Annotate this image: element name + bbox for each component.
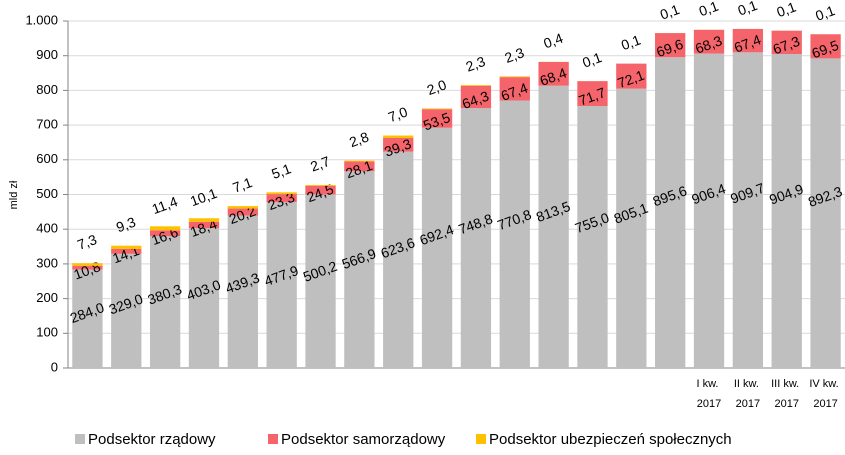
bar-segment	[421, 127, 453, 368]
value-label: 0,1	[658, 1, 682, 23]
bar-segment	[266, 194, 297, 203]
y-tick-label: 600	[36, 151, 58, 166]
bar-segment	[111, 253, 142, 368]
value-label: 2,3	[464, 53, 488, 75]
bar-segment	[732, 52, 764, 368]
value-label: 2,7	[308, 153, 332, 175]
legend-swatch	[476, 434, 486, 444]
bar-segment	[655, 57, 686, 368]
value-label: 7,1	[230, 174, 254, 196]
bar-segment	[732, 28, 764, 53]
bar-segment	[344, 160, 375, 162]
legend-swatch	[75, 434, 85, 444]
bar-segment	[188, 218, 220, 222]
bar-segment	[383, 151, 414, 368]
bar-segment	[227, 215, 258, 368]
value-label: 0,1	[697, 0, 721, 19]
bar-segment	[344, 161, 375, 172]
bar-segment	[577, 81, 608, 107]
bar-segment	[771, 30, 802, 54]
value-label: 0,1	[736, 0, 760, 19]
y-tick-label: 900	[36, 47, 58, 62]
y-tick-label: 800	[36, 82, 58, 97]
bar-segment	[72, 265, 103, 270]
x-tick-label: II kw. 2017	[734, 378, 762, 410]
value-label: 2,3	[502, 44, 526, 66]
x-tick-label: I kw. 2017	[696, 378, 721, 410]
bar-segment	[227, 206, 258, 209]
value-label: 0,1	[774, 0, 798, 20]
bar-segment	[149, 230, 181, 237]
bar-segment	[344, 171, 375, 368]
bar-segment	[227, 208, 258, 216]
value-label: 10,1	[188, 185, 219, 209]
bar-segment	[421, 109, 453, 128]
bar-segment	[460, 85, 492, 109]
bar-segment	[460, 108, 492, 369]
y-tick-label: 200	[36, 290, 58, 305]
bar-segment	[72, 263, 103, 266]
bar-segment	[655, 33, 686, 58]
bar-segment	[305, 194, 336, 368]
y-tick-label: 700	[36, 117, 58, 132]
bar-segment	[499, 100, 530, 368]
bar-segment	[577, 106, 608, 368]
legend-swatch	[268, 434, 278, 444]
bar-segment	[188, 228, 220, 368]
bar-segment	[499, 76, 530, 78]
x-tick-label: IV kw. 2017	[809, 378, 841, 410]
y-tick-label: 0	[51, 359, 58, 374]
y-tick-label: 1.000	[25, 12, 58, 27]
value-label: 0,1	[813, 2, 837, 24]
bar-segment	[149, 236, 181, 368]
bar-segment	[188, 221, 220, 229]
bar-segment	[266, 192, 297, 195]
value-label: 7,3	[75, 231, 99, 253]
y-tick-label: 100	[36, 325, 58, 340]
y-tick-label: 300	[36, 255, 58, 270]
y-axis-label: mld zł	[8, 180, 20, 209]
bar-segment	[538, 85, 569, 368]
bar-segment	[111, 245, 142, 249]
bar-segment	[305, 185, 336, 195]
value-label: 0,1	[619, 31, 643, 53]
bar-segment	[616, 88, 647, 368]
bar-segment	[693, 29, 725, 54]
bar-segment	[499, 77, 530, 101]
bar-segment	[149, 226, 181, 231]
value-label: 0,4	[541, 30, 565, 52]
bar-segment	[72, 269, 103, 368]
value-label: 7,0	[386, 103, 410, 125]
bar-segment	[383, 135, 414, 138]
x-tick-label: III kw. 2017	[771, 378, 802, 410]
bar-segment	[266, 202, 297, 368]
value-label: 5,1	[269, 160, 293, 182]
bar-segment	[810, 58, 841, 369]
bar-segment	[616, 63, 647, 89]
bar-segment	[693, 53, 725, 369]
value-label: 0,1	[580, 49, 604, 71]
bar-segment	[111, 248, 142, 254]
legend-label: Podsektor rządowy	[88, 431, 216, 448]
bar-segment	[771, 53, 802, 369]
y-tick-label: 500	[36, 186, 58, 201]
bar-segment	[460, 85, 492, 86]
legend-label: Podsektor samorządowy	[281, 431, 446, 448]
bar-segment	[810, 34, 841, 59]
bar-segment	[538, 61, 569, 86]
value-label: 2,8	[347, 128, 371, 150]
bar-segment	[305, 184, 336, 186]
y-tick-label: 400	[36, 221, 58, 236]
value-label: 11,4	[150, 193, 180, 217]
bar-segment	[383, 137, 414, 152]
legend-label: Podsektor ubezpieczeń społecznych	[489, 431, 732, 448]
value-label: 9,3	[114, 214, 138, 236]
bar-segment	[421, 108, 453, 110]
value-label: 2,0	[425, 76, 449, 98]
